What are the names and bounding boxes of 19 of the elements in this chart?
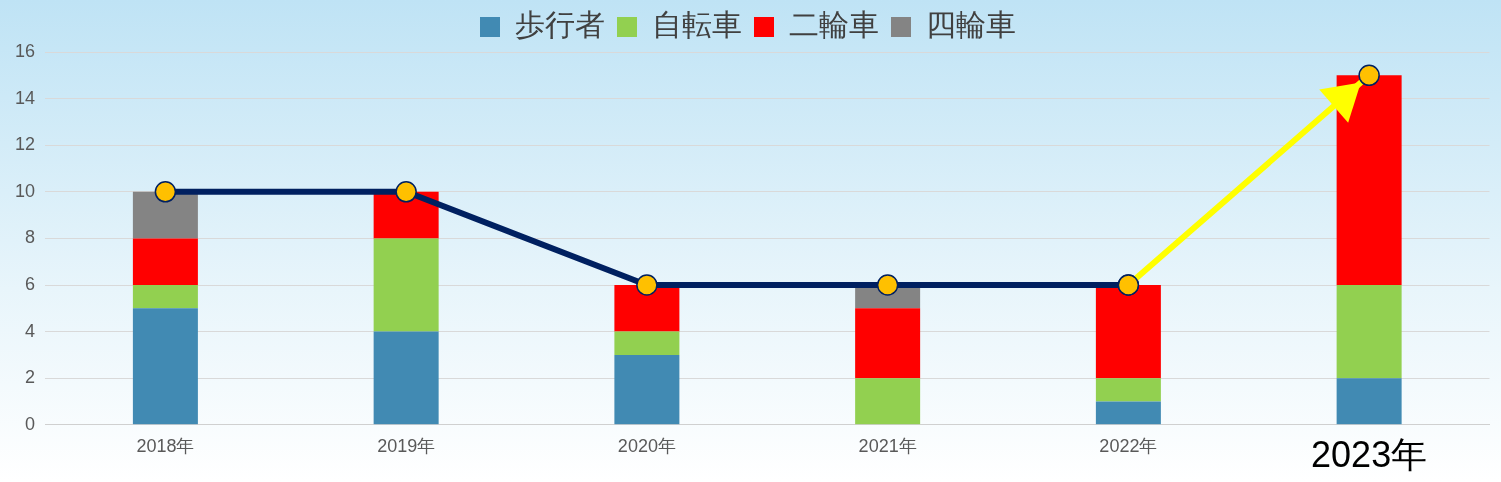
y-tick-label: 14	[14, 87, 36, 108]
y-tick-label: 4	[25, 320, 36, 341]
legend-label: 自転車	[652, 6, 742, 42]
x-tick-label: 2019年	[377, 435, 436, 456]
y-tick-label: 12	[14, 134, 36, 155]
y-tick-label: 10	[14, 180, 36, 201]
y-tick-label: 0	[25, 413, 36, 434]
x-tick-label: 2021年	[858, 435, 917, 456]
y-tick-label: 8	[25, 227, 36, 248]
x-tick-label: 2020年	[617, 435, 676, 456]
x-tick-label: 2018年	[136, 435, 195, 456]
y-tick-label: 16	[14, 40, 36, 61]
y-tick-label: 6	[25, 273, 36, 294]
legend-label: 四輪車	[926, 6, 1016, 42]
x-tick-label: 2023年	[1311, 434, 1428, 476]
y-tick-label: 2	[25, 367, 36, 388]
legend-label: 二輪車	[789, 6, 879, 42]
x-tick-label: 2022年	[1099, 435, 1158, 456]
legend-label: 歩行者	[515, 6, 605, 42]
